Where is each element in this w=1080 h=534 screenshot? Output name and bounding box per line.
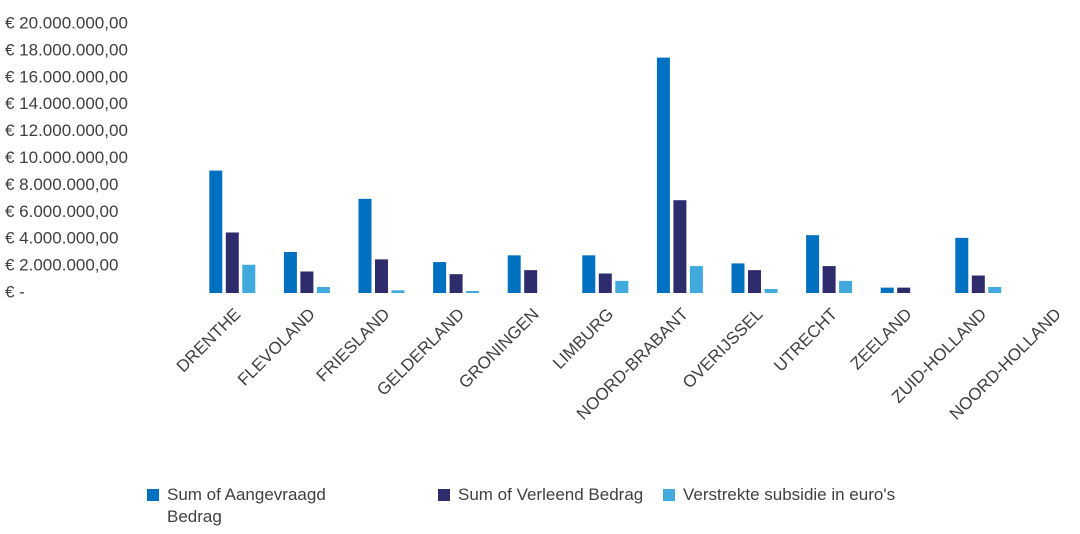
- y-tick-label: € 16.000.000,00: [5, 67, 128, 86]
- y-tick-label: € 8.000.000,00: [5, 175, 118, 194]
- bar: [582, 255, 596, 293]
- x-tick-label: DRENTHE: [173, 305, 245, 377]
- bar: [598, 273, 612, 293]
- y-tick-label: € -: [5, 282, 25, 301]
- bar: [283, 251, 297, 293]
- bar: [507, 255, 521, 293]
- bar: [731, 263, 745, 293]
- y-tick-label: € 4.000.000,00: [5, 229, 118, 248]
- x-tick-label: FRIESLAND: [313, 305, 394, 386]
- y-tick-label: € 20.000.000,00: [5, 13, 128, 32]
- bar: [242, 264, 256, 293]
- bar: [615, 280, 629, 293]
- bar: [955, 237, 969, 293]
- bar: [524, 270, 538, 293]
- y-tick-label: € 18.000.000,00: [5, 40, 128, 59]
- legend-item: Sum of Aangevraagd Bedrag: [147, 484, 327, 528]
- y-tick-label: € 12.000.000,00: [5, 121, 128, 140]
- x-tick-label: GRONINGEN: [455, 305, 543, 393]
- legend-label: Sum of Aangevraagd Bedrag: [167, 485, 326, 526]
- bar: [449, 274, 463, 293]
- legend-swatch: [663, 489, 675, 501]
- bar: [806, 235, 820, 293]
- y-tick-label: € 10.000.000,00: [5, 148, 128, 167]
- legend-item: Sum of Verleend Bedrag: [438, 484, 648, 506]
- x-tick-label: UTRECHT: [770, 305, 841, 376]
- legend-item: Verstrekte subsidie in euro's: [663, 484, 1003, 506]
- bar: [673, 200, 687, 293]
- bar: [748, 270, 761, 293]
- bar: [880, 287, 894, 293]
- y-tick-label: € 2.000.000,00: [5, 256, 118, 275]
- bar: [433, 262, 447, 293]
- bar: [988, 286, 1002, 293]
- legend-label: Verstrekte subsidie in euro's: [683, 485, 896, 504]
- x-tick-label: LIMBURG: [549, 305, 617, 373]
- bar: [656, 57, 670, 293]
- bar: [822, 266, 836, 293]
- bar: [375, 259, 388, 293]
- bar: [764, 288, 778, 293]
- bar: [839, 280, 853, 293]
- bar: [391, 290, 405, 293]
- bar: [358, 198, 372, 293]
- bar: [466, 290, 480, 293]
- y-tick-label: € 6.000.000,00: [5, 202, 118, 221]
- legend-swatch: [147, 489, 159, 501]
- bar: [897, 287, 911, 293]
- legend-swatch: [438, 489, 450, 501]
- bar: [300, 271, 314, 293]
- bar: [316, 286, 330, 293]
- bar: [971, 275, 985, 293]
- bar: [225, 232, 239, 293]
- y-tick-label: € 14.000.000,00: [5, 94, 128, 113]
- x-tick-label: ZEELAND: [847, 305, 916, 374]
- x-tick-label: OVERIJSSEL: [679, 305, 767, 393]
- bar: [689, 266, 703, 293]
- legend-label: Sum of Verleend Bedrag: [458, 485, 644, 504]
- x-tick-label: FLEVOLAND: [234, 305, 319, 390]
- bar: [209, 170, 223, 293]
